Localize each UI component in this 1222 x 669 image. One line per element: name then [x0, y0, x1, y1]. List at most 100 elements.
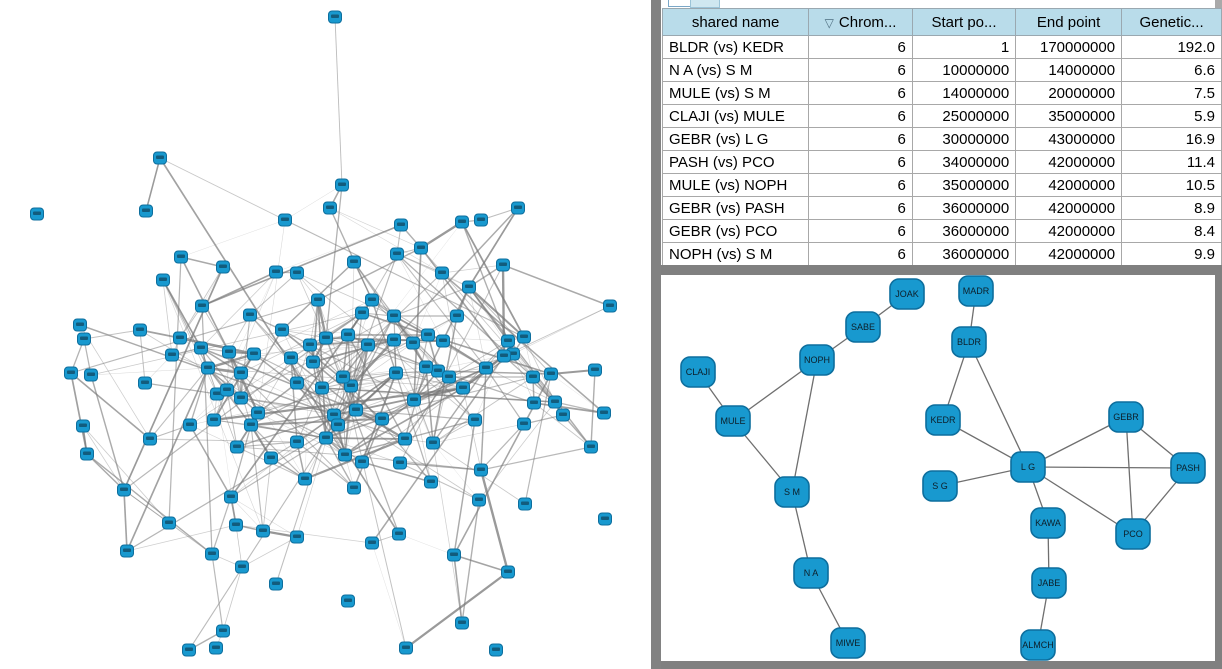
network-node[interactable]	[387, 309, 401, 323]
network-node[interactable]	[597, 406, 611, 420]
network-edge[interactable]	[791, 359, 818, 493]
network-node[interactable]	[474, 463, 488, 477]
network-node[interactable]	[220, 383, 234, 397]
network-node[interactable]	[331, 418, 345, 432]
network-node[interactable]	[548, 395, 562, 409]
network-node[interactable]	[323, 201, 337, 215]
network-node[interactable]	[156, 273, 170, 287]
network-node[interactable]	[501, 565, 515, 579]
network-node[interactable]	[375, 412, 389, 426]
network-node[interactable]	[450, 309, 464, 323]
network-node[interactable]	[392, 527, 406, 541]
network-node[interactable]	[474, 213, 488, 227]
network-node[interactable]	[153, 151, 167, 165]
network-node[interactable]	[306, 355, 320, 369]
network-edge[interactable]	[968, 341, 1029, 468]
network-node[interactable]: JABE	[1031, 567, 1067, 599]
network-node[interactable]	[234, 391, 248, 405]
network-node[interactable]	[472, 493, 486, 507]
network-node[interactable]	[275, 323, 289, 337]
network-node[interactable]: S G	[922, 470, 958, 502]
network-node[interactable]	[205, 547, 219, 561]
network-node[interactable]	[341, 328, 355, 342]
network-node[interactable]	[442, 370, 456, 384]
network-node[interactable]	[501, 334, 515, 348]
network-node[interactable]	[269, 265, 283, 279]
network-node[interactable]	[526, 370, 540, 384]
network-node[interactable]	[328, 10, 342, 24]
network-node[interactable]	[399, 641, 413, 655]
network-node[interactable]	[455, 616, 469, 630]
network-node[interactable]	[80, 447, 94, 461]
network-node[interactable]: JOAK	[889, 278, 925, 310]
detail-network-viewport[interactable]: JOAK MADR SABE NOPH BLDR CLAJI MULE KEDR GEBR L G…	[661, 275, 1215, 661]
network-node[interactable]: MIWE	[830, 627, 866, 659]
network-node[interactable]	[173, 331, 187, 345]
network-node[interactable]	[390, 247, 404, 261]
network-node[interactable]	[284, 351, 298, 365]
network-node[interactable]	[426, 436, 440, 450]
network-node[interactable]	[455, 215, 469, 229]
network-node[interactable]	[517, 417, 531, 431]
network-node[interactable]: MULE	[715, 405, 751, 437]
network-node[interactable]	[84, 368, 98, 382]
filter-funnel-icon[interactable]: ▽	[824, 15, 834, 30]
column-header-1[interactable]: ▽ Chrom...	[808, 8, 913, 36]
network-node[interactable]	[290, 376, 304, 390]
network-node[interactable]	[319, 331, 333, 345]
network-node[interactable]	[183, 418, 197, 432]
network-node[interactable]: PCO	[1115, 518, 1151, 550]
network-node[interactable]	[138, 376, 152, 390]
network-node[interactable]	[133, 323, 147, 337]
network-node[interactable]	[143, 432, 157, 446]
network-node[interactable]	[393, 456, 407, 470]
network-node[interactable]	[424, 475, 438, 489]
network-node[interactable]	[365, 293, 379, 307]
network-node[interactable]	[414, 241, 428, 255]
network-node[interactable]: N A	[793, 557, 829, 589]
table-row[interactable]: MULE (vs) S M 6 14000000 20000000 7.5	[661, 81, 1222, 105]
network-node[interactable]	[462, 280, 476, 294]
network-node[interactable]	[139, 204, 153, 218]
network-node[interactable]	[235, 560, 249, 574]
network-node[interactable]	[222, 345, 236, 359]
network-node[interactable]	[290, 266, 304, 280]
table-row[interactable]: MULE (vs) NOPH 6 35000000 42000000 10.5	[661, 173, 1222, 197]
network-node[interactable]	[64, 366, 78, 380]
network-node[interactable]	[588, 363, 602, 377]
network-node[interactable]: SABE	[845, 311, 881, 343]
network-node[interactable]	[229, 518, 243, 532]
network-node[interactable]	[182, 643, 196, 657]
network-node[interactable]	[162, 516, 176, 530]
network-node[interactable]	[264, 451, 278, 465]
network-node[interactable]	[603, 299, 617, 313]
network-node[interactable]: ALMCH	[1020, 629, 1056, 661]
network-node[interactable]	[247, 347, 261, 361]
network-node[interactable]	[319, 431, 333, 445]
network-node[interactable]	[290, 530, 304, 544]
network-node[interactable]: BLDR	[951, 326, 987, 358]
network-edge[interactable]	[1027, 466, 1189, 469]
network-node[interactable]: MADR	[958, 275, 994, 307]
network-node[interactable]	[355, 455, 369, 469]
network-node[interactable]: PASH	[1170, 452, 1206, 484]
network-node[interactable]	[347, 481, 361, 495]
network-node[interactable]	[527, 396, 541, 410]
network-node[interactable]	[234, 366, 248, 380]
network-node[interactable]	[496, 258, 510, 272]
network-node[interactable]	[518, 497, 532, 511]
network-node[interactable]	[195, 299, 209, 313]
table-row[interactable]: N A (vs) S M 6 10000000 14000000 6.6	[661, 58, 1222, 82]
table-row[interactable]: GEBR (vs) PASH 6 36000000 42000000 8.9	[661, 196, 1222, 220]
network-node[interactable]	[584, 440, 598, 454]
network-node[interactable]	[489, 643, 503, 657]
network-node[interactable]	[511, 201, 525, 215]
network-node[interactable]	[230, 440, 244, 454]
network-node[interactable]	[447, 548, 461, 562]
network-node[interactable]	[201, 361, 215, 375]
network-node[interactable]	[341, 594, 355, 608]
network-node[interactable]	[468, 413, 482, 427]
overview-network-panel[interactable]	[0, 0, 651, 669]
network-node[interactable]	[407, 393, 421, 407]
network-node[interactable]	[338, 448, 352, 462]
